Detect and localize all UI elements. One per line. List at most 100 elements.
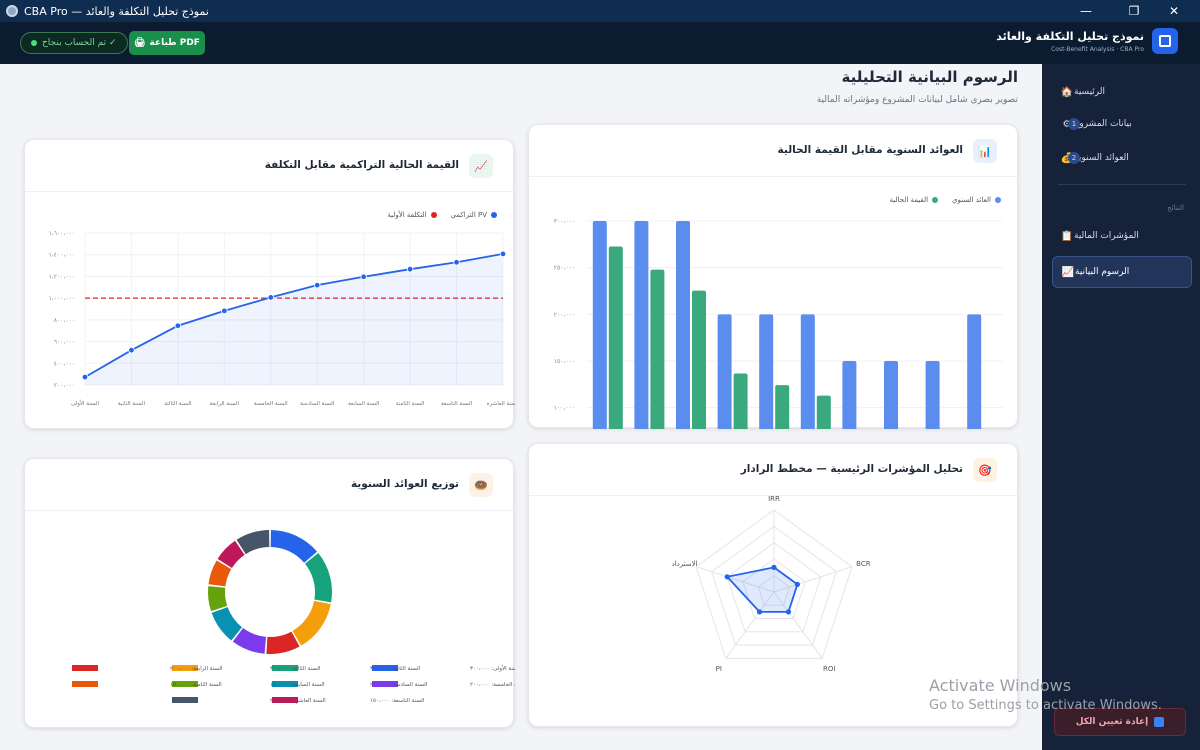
sidebar-item-label: المؤشرات المالية [1074, 231, 1139, 241]
legend-swatch [372, 665, 398, 671]
pv-point [406, 265, 414, 273]
bar-chart: ٣٠٠،٠٠٠٢٥٠،٠٠٠٢٠٠،٠٠٠١٥٠،٠٠٠١٠٠،٠٠٠٥٠،٠٠… [554, 218, 1003, 429]
legend-swatch [72, 665, 98, 671]
card-header: 📊 العوائد السنوية مقابل القيمة الحالية [529, 125, 1017, 177]
sidebar: 🏠 الرئيسية ⚙ بيانات المشروع 1 💰 العوائد … [1042, 64, 1200, 750]
donut-chart: السنة الأولى: ٣٠٠،٠٠٠ السنة الثانية: ٣٠٠،… [72, 530, 515, 704]
card-title: القيمة الحالية التراكمية مقابل التكلفة [264, 159, 459, 171]
bar-present-value [692, 290, 706, 429]
pv-line [84, 253, 504, 378]
legend-swatch [172, 681, 198, 687]
activation-watermark: Activate Windows Go to Settings to activ… [929, 676, 1162, 716]
app-header: تم الحساب بنجاح ✓ 🖨 طباعة PDF نموذج تحلي… [0, 22, 1200, 64]
sidebar-item-home[interactable]: 🏠 الرئيسية [1052, 76, 1192, 108]
radar-axis-label: BCR [856, 560, 871, 568]
pv-point [221, 307, 228, 315]
y-tick-label: ٢٠٠،٠٠٠ [54, 382, 75, 389]
sidebar-item-financial-indicators[interactable]: 📋 المؤشرات المالية [1052, 220, 1192, 252]
y-tick-label: ١٠٠،٠٠٠ [554, 405, 575, 412]
radar-axis-label: IRR [768, 495, 780, 503]
legend-swatch [272, 681, 298, 687]
x-tick-label: السنة الرابعة [210, 401, 240, 407]
sidebar-item-annual-returns[interactable]: 💰 العوائد السنوية 2 [1052, 142, 1192, 174]
pv-point [499, 250, 507, 258]
x-tick-label: السنة التاسعة [441, 401, 473, 407]
close-button[interactable]: ✕ [1168, 4, 1180, 18]
sidebar-item-charts[interactable]: 📈 الرسوم البيانية [1052, 256, 1192, 288]
legend-swatch [272, 665, 298, 671]
line-chart-card: 📈 القيمة الحالية التراكمية مقابل التكلفة… [24, 139, 515, 429]
legend-label: القيمة الحالية [889, 196, 929, 204]
app-icon [6, 5, 18, 17]
bar-annual-return [800, 314, 815, 429]
x-tick-label: السنة السادسة [300, 401, 335, 407]
card-title: توزيع العوائد السنوية [350, 478, 459, 490]
sidebar-section-results: النتائج [1167, 204, 1184, 212]
chart-icon: 📈 [1061, 266, 1075, 278]
bar-chart-card: 📊 العوائد السنوية مقابل القيمة الحالية ا… [528, 124, 1018, 429]
maximize-button[interactable]: ❐ [1128, 4, 1140, 18]
reset-label: إعادة تعيين الكل [1075, 717, 1149, 727]
y-tick-label: ٢٠٠،٠٠٠ [554, 311, 575, 318]
page-title: الرسوم البيانية التحليلية [841, 68, 1019, 86]
print-pdf-button[interactable]: 🖨 طباعة PDF [129, 31, 205, 55]
bar-present-value [816, 395, 831, 429]
radar-chart-card: 🎯 تحليل المؤشرات الرئيسية — مخطط الرادار… [528, 443, 1018, 727]
x-tick-label: السنة العاشرة [487, 401, 515, 407]
printer-icon: 🖨 [134, 38, 146, 48]
card-header: 📈 القيمة الحالية التراكمية مقابل التكلفة [25, 140, 513, 192]
x-tick-label: السنة الثالثة [164, 401, 192, 407]
donut-icon: 🍩 [469, 473, 493, 497]
card-header: 🍩 توزيع العوائد السنوية [25, 459, 513, 511]
radar-point [724, 574, 730, 580]
bar-present-value [775, 385, 790, 429]
sidebar-item-project-data[interactable]: ⚙ بيانات المشروع 1 [1052, 108, 1192, 140]
pv-area [85, 253, 503, 385]
target-icon: 🎯 [973, 458, 997, 482]
sidebar-divider [1058, 184, 1186, 185]
y-tick-label: ٨٠٠،٠٠٠ [54, 317, 75, 324]
radar-chart: IRR BCR ROI PI الاسترداد [672, 495, 871, 673]
donut-slice [292, 600, 331, 646]
line-chart: ١،٦٠٠،٠٠٠ ١،٤٠٠،٠٠٠ ١،٢٠٠،٠٠٠ ١،٠٠٠،٠٠٠ ٨٠٠،… [49, 230, 515, 407]
radar-point [794, 581, 800, 587]
money-bag-icon: 💰 [1060, 152, 1074, 164]
bar-present-value [733, 373, 748, 429]
donut-chart-card: 🍩 توزيع العوائد السنوية السنة الأولى: ٣٠… [24, 458, 515, 728]
x-tick-label: السنة الثامنة [396, 401, 425, 407]
bar-chart-icon: 📊 [973, 139, 997, 163]
legend-label: السنة العاشرة: ٢٠٠،٠٠٠ [270, 698, 326, 704]
pv-point [174, 322, 182, 329]
bar-present-value [650, 269, 665, 429]
legend-item: العائد السنوي [952, 196, 1001, 204]
legend-label: السنة الثالثة: ٣٠٠،٠٠٠ [270, 666, 321, 672]
window-titlebar: CBA Pro — نموذج تحليل التكلفة والعائد — … [0, 0, 1200, 22]
legend-swatch [932, 197, 939, 203]
y-tick-label: ٣٠٠،٠٠٠ [554, 218, 575, 225]
card-title: تحليل المؤشرات الرئيسية — مخطط الرادار [740, 463, 963, 475]
legend-swatch [491, 212, 497, 218]
bar-annual-return [634, 221, 649, 429]
legend-swatch [172, 697, 198, 703]
legend-label: السنة الأولى: ٣٠٠،٠٠٠ [470, 664, 515, 672]
radar-spoke [725, 591, 775, 659]
y-tick-label: ٤٠٠،٠٠٠ [54, 360, 75, 367]
trend-icon: 📈 [469, 154, 493, 178]
y-tick-label: ٢٥٠،٠٠٠ [554, 265, 575, 272]
donut-slice [305, 553, 332, 603]
y-tick-label: ١،٢٠٠،٠٠٠ [49, 273, 75, 280]
y-tick-label: ١،٦٠٠،٠٠٠ [49, 230, 75, 237]
bar-annual-return [759, 314, 774, 429]
radar-axis-label: ROI [823, 665, 835, 673]
radar-axis-label: PI [716, 665, 722, 673]
radar-spoke [773, 591, 823, 659]
pv-point [360, 273, 367, 280]
bar-annual-return [592, 221, 607, 429]
home-icon: 🏠 [1060, 86, 1074, 98]
reset-all-button[interactable]: إعادة تعيين الكل [1054, 708, 1186, 736]
bar-annual-return [925, 361, 940, 429]
legend-label: PV التراكمي [450, 211, 487, 219]
donut-slice [232, 628, 267, 654]
status-dot-icon [31, 40, 37, 46]
minimize-button[interactable]: — [1080, 4, 1092, 18]
